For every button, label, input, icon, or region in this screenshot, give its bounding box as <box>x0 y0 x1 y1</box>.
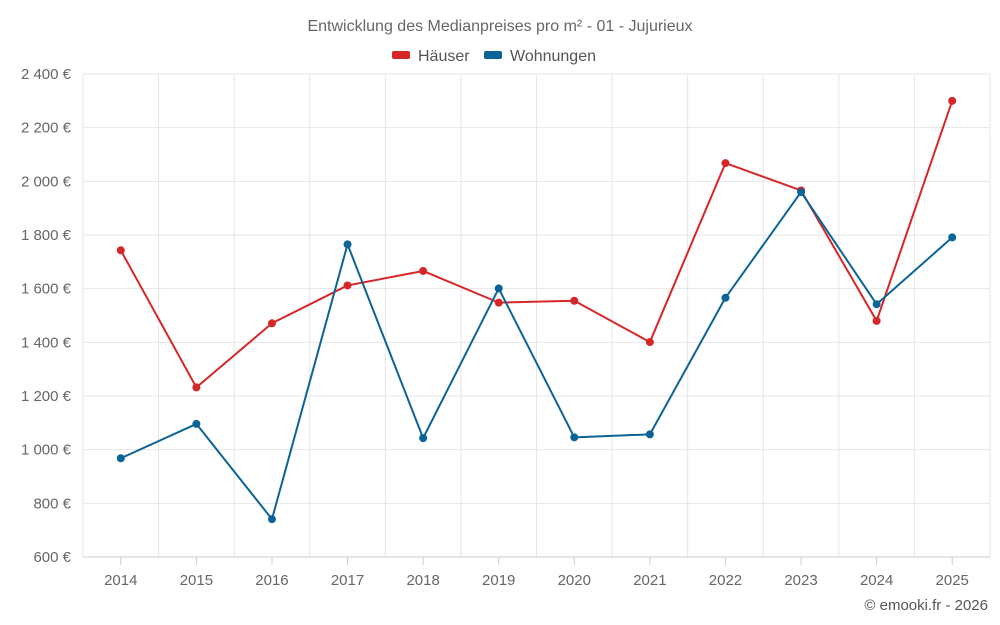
legend-swatch <box>392 51 410 59</box>
data-point-häuser[interactable] <box>645 338 654 347</box>
x-axis: 2014 2015 2016 2017 2018 2019 2020 2021 2022 2023… <box>104 557 969 589</box>
data-point-häuser[interactable] <box>570 296 579 305</box>
y-tick-label: 1 400 € <box>21 334 72 351</box>
data-point-häuser[interactable] <box>192 383 201 392</box>
chart-title: Entwicklung des Medianpreises pro m² - 0… <box>307 18 692 35</box>
data-point-wohnungen[interactable] <box>948 233 957 242</box>
data-point-wohnungen[interactable] <box>192 419 201 428</box>
data-point-häuser[interactable] <box>419 266 428 275</box>
data-point-wohnungen[interactable] <box>570 433 579 442</box>
series-line-wohnungen <box>120 191 953 521</box>
data-point-häuser[interactable] <box>494 298 503 307</box>
x-tick-label: 2018 <box>406 572 439 589</box>
x-tick-label: 2023 <box>784 572 817 589</box>
data-point-häuser[interactable] <box>948 96 957 105</box>
data-point-wohnungen[interactable] <box>872 300 881 309</box>
data-point-häuser[interactable] <box>116 246 125 255</box>
data-point-wohnungen[interactable] <box>494 284 503 293</box>
data-point-wohnungen[interactable] <box>343 240 352 249</box>
data-point-wohnungen[interactable] <box>267 515 276 524</box>
x-tick-label: 2019 <box>482 572 515 589</box>
y-tick-label: 2 400 € <box>21 66 72 83</box>
x-tick-label: 2025 <box>936 572 969 589</box>
legend-item-wohnungen[interactable]: Wohnungen <box>484 48 596 65</box>
data-point-wohnungen[interactable] <box>116 454 125 463</box>
x-tick-label: 2021 <box>633 572 666 589</box>
y-tick-label: 1 200 € <box>21 388 72 405</box>
data-point-wohnungen[interactable] <box>419 434 428 443</box>
x-tick-label: 2016 <box>255 572 288 589</box>
y-tick-label: 800 € <box>33 495 71 512</box>
y-tick-label: 2 200 € <box>21 120 72 137</box>
x-tick-label: 2020 <box>558 572 591 589</box>
data-point-häuser[interactable] <box>267 319 276 328</box>
x-tick-label: 2015 <box>180 572 213 589</box>
legend-swatch <box>484 51 502 59</box>
legend-label: Wohnungen <box>510 48 596 65</box>
y-axis: 600 € 800 € 1 000 € 1 200 € 1 400 € 1 600 € 1 … <box>21 66 72 566</box>
y-tick-label: 600 € <box>33 549 71 566</box>
data-point-häuser[interactable] <box>343 281 352 290</box>
data-point-häuser[interactable] <box>721 159 730 168</box>
x-tick-label: 2017 <box>331 572 364 589</box>
legend-label: Häuser <box>418 48 470 65</box>
credit-text: © emooki.fr - 2026 <box>864 597 988 614</box>
data-point-wohnungen[interactable] <box>797 188 806 197</box>
data-point-häuser[interactable] <box>872 316 881 325</box>
legend-item-häuser[interactable]: Häuser <box>392 48 470 65</box>
series-layer <box>116 96 957 524</box>
legend: Häuser Wohnungen <box>392 48 596 65</box>
x-tick-label: 2024 <box>860 572 893 589</box>
data-point-wohnungen[interactable] <box>721 293 730 302</box>
x-tick-label: 2014 <box>104 572 137 589</box>
y-tick-label: 1 800 € <box>21 227 72 244</box>
y-tick-label: 1 000 € <box>21 442 72 459</box>
x-tick-label: 2022 <box>709 572 742 589</box>
grid <box>82 73 991 558</box>
data-point-wohnungen[interactable] <box>645 430 654 439</box>
y-tick-label: 1 600 € <box>21 281 72 298</box>
y-tick-label: 2 000 € <box>21 173 72 190</box>
